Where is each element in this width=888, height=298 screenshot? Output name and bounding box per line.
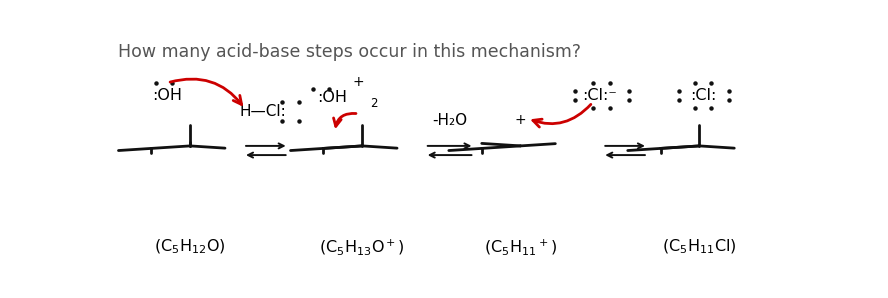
Text: -H₂O: -H₂O bbox=[432, 113, 467, 128]
Text: :OH: :OH bbox=[153, 88, 182, 103]
Text: :Cl:: :Cl: bbox=[690, 88, 716, 103]
Text: 2: 2 bbox=[370, 97, 378, 110]
Text: (C$_5$H$_{11}$$^+$): (C$_5$H$_{11}$$^+$) bbox=[484, 237, 557, 257]
Text: :Cl:⁻: :Cl:⁻ bbox=[583, 88, 617, 103]
Text: How many acid-base steps occur in this mechanism?: How many acid-base steps occur in this m… bbox=[118, 43, 581, 61]
FancyArrowPatch shape bbox=[170, 79, 242, 105]
Text: H—Cl:: H—Cl: bbox=[239, 104, 286, 119]
Text: (C$_5$H$_{12}$O): (C$_5$H$_{12}$O) bbox=[155, 238, 226, 256]
Text: +: + bbox=[515, 113, 527, 127]
FancyArrowPatch shape bbox=[334, 114, 356, 126]
FancyArrowPatch shape bbox=[533, 104, 591, 127]
Text: :OH: :OH bbox=[317, 90, 347, 105]
Text: (C$_5$H$_{13}$O$^+$): (C$_5$H$_{13}$O$^+$) bbox=[320, 237, 405, 257]
Text: +: + bbox=[353, 75, 364, 89]
Text: (C$_5$H$_{11}$Cl): (C$_5$H$_{11}$Cl) bbox=[662, 238, 737, 256]
